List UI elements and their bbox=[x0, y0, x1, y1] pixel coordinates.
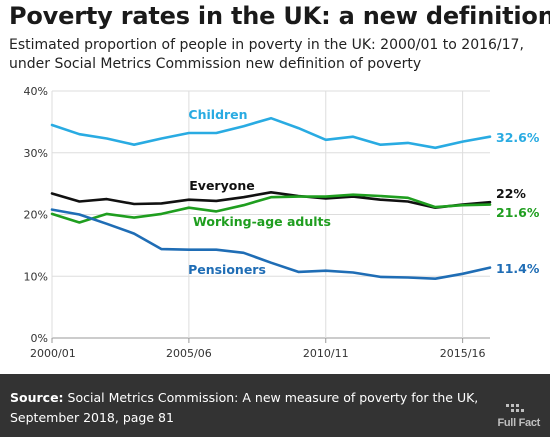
series-line-everyone bbox=[50, 191, 492, 209]
line-chart: 40% 30% 20% 10% 0% 2000/01 2005/06 2010/11 2015… bbox=[24, 85, 540, 360]
x-tick-label: 2005/06 bbox=[166, 347, 212, 360]
source-label: Source: bbox=[10, 390, 64, 405]
y-axis-ticks: 40% 30% 20% 10% 0% bbox=[24, 85, 48, 345]
y-tick-label: 20% bbox=[24, 209, 48, 222]
x-tick-label: 2000/01 bbox=[30, 347, 76, 360]
series-name-label: Working-age adults bbox=[193, 214, 331, 229]
series-line-working_age bbox=[50, 193, 492, 224]
series-name-label: Pensioners bbox=[188, 262, 266, 277]
x-tick-label: 2010/11 bbox=[303, 347, 349, 360]
series-line-pensioners bbox=[50, 208, 492, 281]
series-line-children bbox=[50, 116, 492, 150]
series-end-value-label: 11.4% bbox=[496, 261, 540, 276]
full-fact-logo: Full Fact bbox=[486, 403, 540, 429]
series-name-label: Children bbox=[188, 107, 247, 122]
series-name-label: Everyone bbox=[189, 178, 254, 193]
source-footer: Source: Social Metrics Commission: A new… bbox=[0, 374, 550, 437]
y-tick-label: 40% bbox=[24, 85, 48, 98]
series-end-value-label: 22% bbox=[496, 186, 526, 201]
series-lines bbox=[50, 116, 492, 281]
series-end-value-label: 21.6% bbox=[496, 205, 540, 220]
y-tick-label: 30% bbox=[24, 147, 48, 160]
chart-subtitle: Estimated proportion of people in povert… bbox=[9, 37, 524, 72]
logo-text: Full Fact bbox=[497, 417, 540, 429]
chart-title: Poverty rates in the UK: a new definitio… bbox=[9, 2, 550, 30]
y-tick-label: 10% bbox=[24, 270, 48, 283]
x-axis-ticks: 2000/01 2005/06 2010/11 2015/16 bbox=[30, 338, 485, 360]
source-text: Social Metrics Commission: A new measure… bbox=[10, 390, 479, 425]
x-tick-label: 2015/16 bbox=[440, 347, 486, 360]
series-end-value-label: 32.6% bbox=[496, 130, 540, 145]
source-note: Source: Social Metrics Commission: A new… bbox=[10, 388, 480, 428]
series-labels: Children 32.6% Everyone 22% Working-age adul… bbox=[188, 107, 540, 277]
logo-mark-icon bbox=[506, 404, 524, 412]
y-tick-label: 0% bbox=[31, 332, 48, 345]
